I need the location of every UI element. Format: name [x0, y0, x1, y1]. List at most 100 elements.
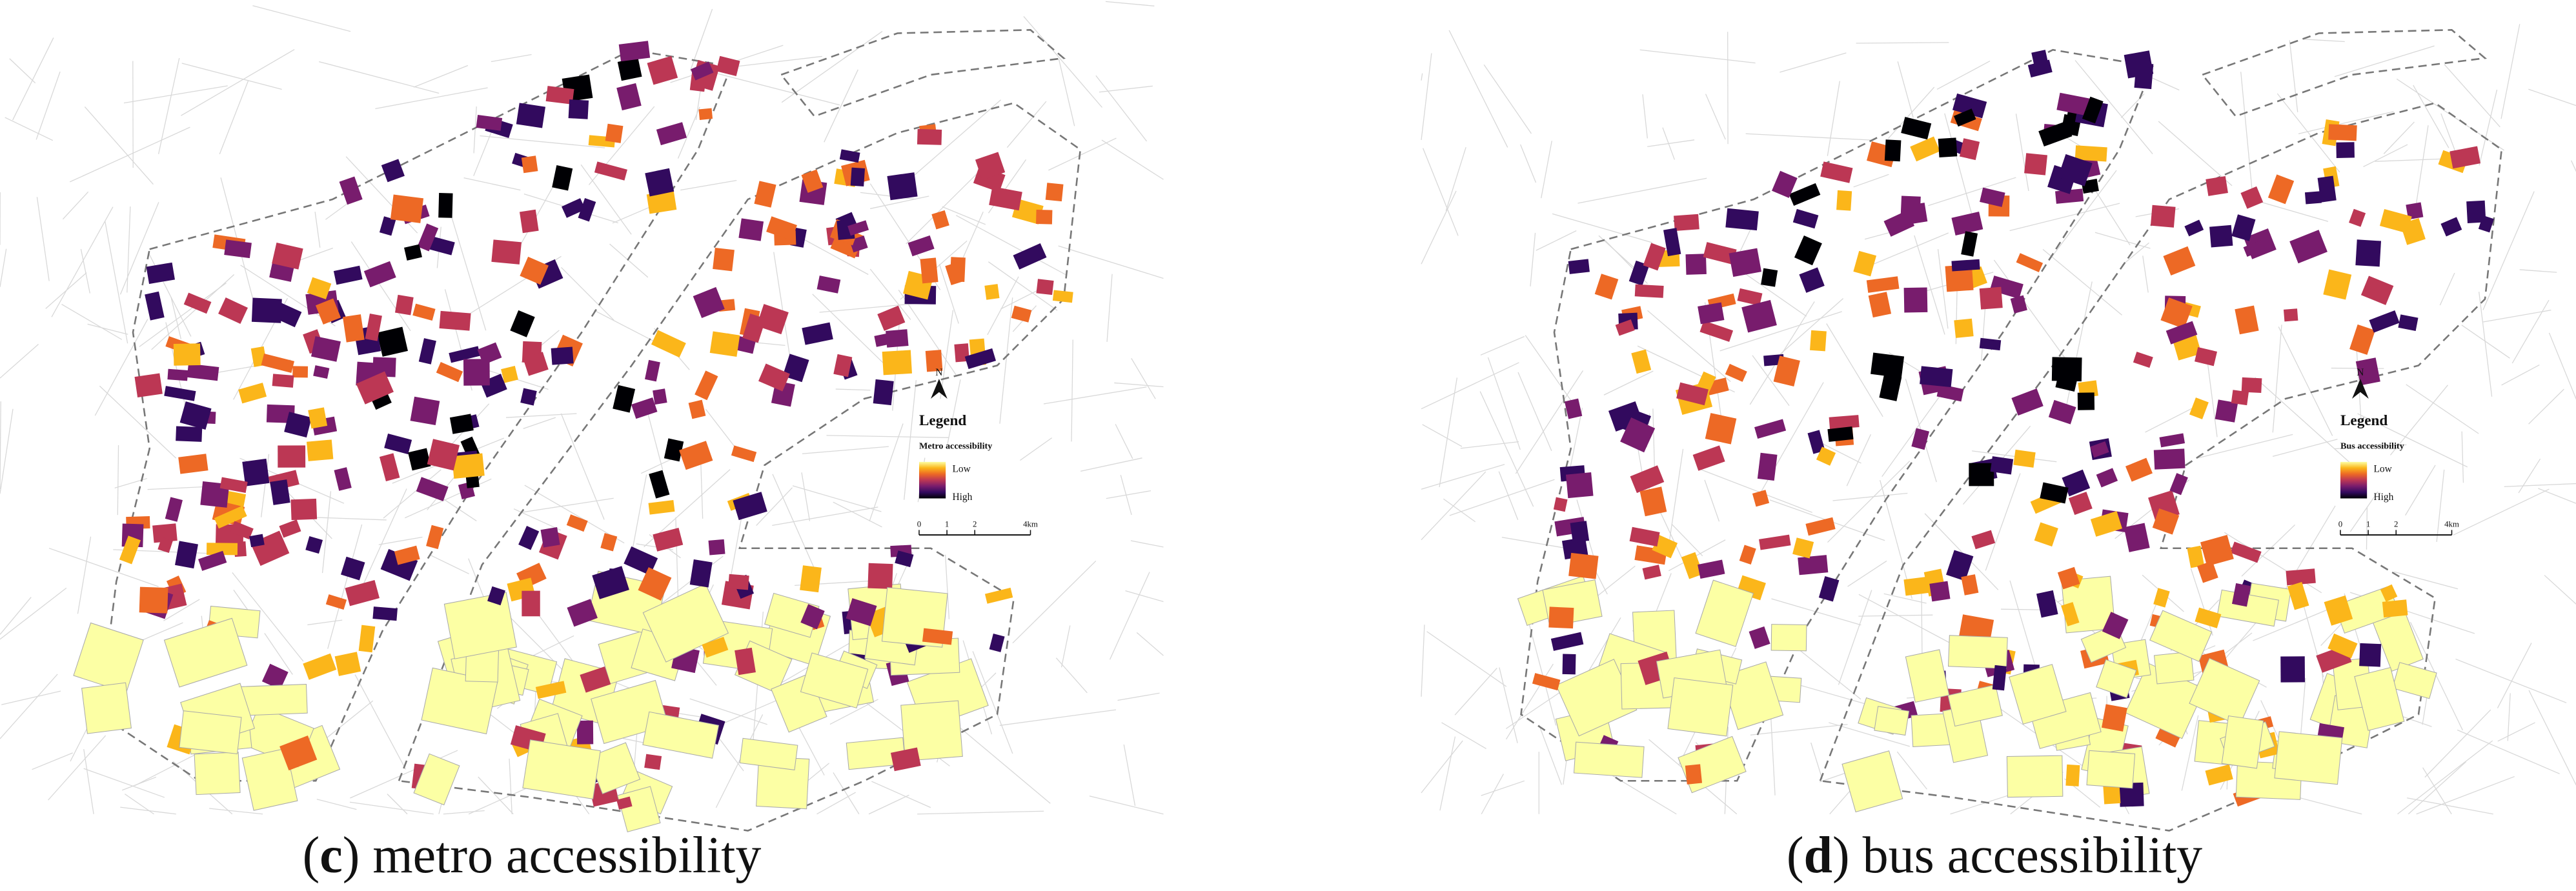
block: [2200, 535, 2234, 566]
road: [593, 310, 658, 344]
road: [2507, 693, 2511, 741]
block: [198, 550, 227, 571]
road: [2094, 232, 2151, 249]
caption-open: (: [1787, 827, 1804, 884]
block: [578, 198, 596, 222]
block: [867, 563, 893, 589]
block: [522, 739, 601, 799]
road: [2538, 488, 2576, 504]
block: [394, 545, 420, 565]
block: [163, 617, 248, 688]
road: [2405, 465, 2436, 516]
road: [869, 268, 911, 320]
block: [449, 346, 481, 363]
road: [2241, 525, 2295, 577]
block: [334, 652, 361, 676]
block: [839, 149, 860, 163]
block: [1961, 574, 1979, 596]
road: [956, 215, 1068, 276]
block: [2440, 217, 2462, 237]
road: [264, 633, 293, 675]
block: [379, 216, 396, 236]
block: [727, 574, 749, 590]
road: [2049, 170, 2117, 261]
block: [846, 598, 877, 626]
block: [2209, 225, 2233, 248]
block: [1011, 198, 1044, 225]
road: [1541, 141, 1552, 199]
road: [2181, 715, 2199, 791]
road: [2304, 39, 2345, 43]
block: [2086, 750, 2136, 789]
block: [178, 454, 208, 474]
road: [2424, 709, 2491, 778]
road: [1443, 498, 1476, 523]
block: [605, 123, 624, 143]
map-panel: N Legend Bus accessibility Low High 0 1 2 4km: [1421, 24, 2576, 832]
block: [2205, 764, 2233, 786]
block: [2009, 664, 2067, 725]
block: [179, 710, 242, 755]
road: [725, 55, 822, 68]
block: [2274, 731, 2343, 785]
block: [2150, 205, 2176, 228]
block: [1959, 138, 1980, 161]
block: [449, 414, 474, 434]
road: [2482, 191, 2535, 310]
road: [898, 289, 957, 375]
road: [2272, 325, 2282, 433]
road: [2255, 377, 2352, 465]
road: [677, 106, 700, 159]
road: [1827, 81, 1840, 156]
block: [372, 606, 398, 621]
block: [207, 543, 238, 556]
road: [2457, 729, 2560, 774]
block: [566, 514, 588, 532]
block: [2380, 584, 2398, 602]
block: [801, 169, 824, 193]
road: [349, 801, 434, 815]
block: [410, 396, 440, 426]
road: [812, 294, 886, 365]
block: [2449, 146, 2481, 169]
road: [36, 197, 50, 281]
legend: N Legend Bus accessibility Low High 0 1 2 4km: [2338, 367, 2459, 536]
block: [134, 373, 163, 397]
road: [99, 385, 177, 459]
road: [1, 690, 61, 705]
block: [613, 385, 636, 413]
block: [2055, 188, 2084, 204]
road: [2511, 299, 2550, 364]
block: [645, 168, 674, 197]
road: [1826, 323, 1883, 417]
block: [1754, 419, 1787, 439]
block: [501, 365, 518, 383]
road: [387, 794, 408, 815]
block: [2011, 388, 2044, 416]
caption-text: ) metro accessibility: [343, 827, 762, 884]
road: [942, 206, 986, 225]
block: [139, 586, 168, 614]
road: [1587, 617, 1621, 673]
block: [580, 666, 611, 693]
block: [1553, 497, 1568, 512]
block: [1629, 526, 1660, 546]
road: [9, 58, 36, 84]
road: [123, 85, 228, 104]
road: [801, 472, 811, 521]
road: [2501, 364, 2540, 386]
road: [1481, 774, 1504, 815]
scale-label: 2: [2394, 519, 2398, 528]
road: [2363, 144, 2408, 168]
road: [252, 5, 351, 32]
road: [163, 599, 200, 621]
road: [1099, 85, 1153, 93]
high-label: High: [2373, 492, 2393, 503]
block: [645, 359, 660, 382]
blocks: [1517, 50, 2494, 813]
block: [522, 590, 540, 617]
road: [1810, 742, 1823, 779]
block: [358, 625, 376, 653]
block: [2369, 310, 2400, 333]
road: [2544, 575, 2576, 605]
